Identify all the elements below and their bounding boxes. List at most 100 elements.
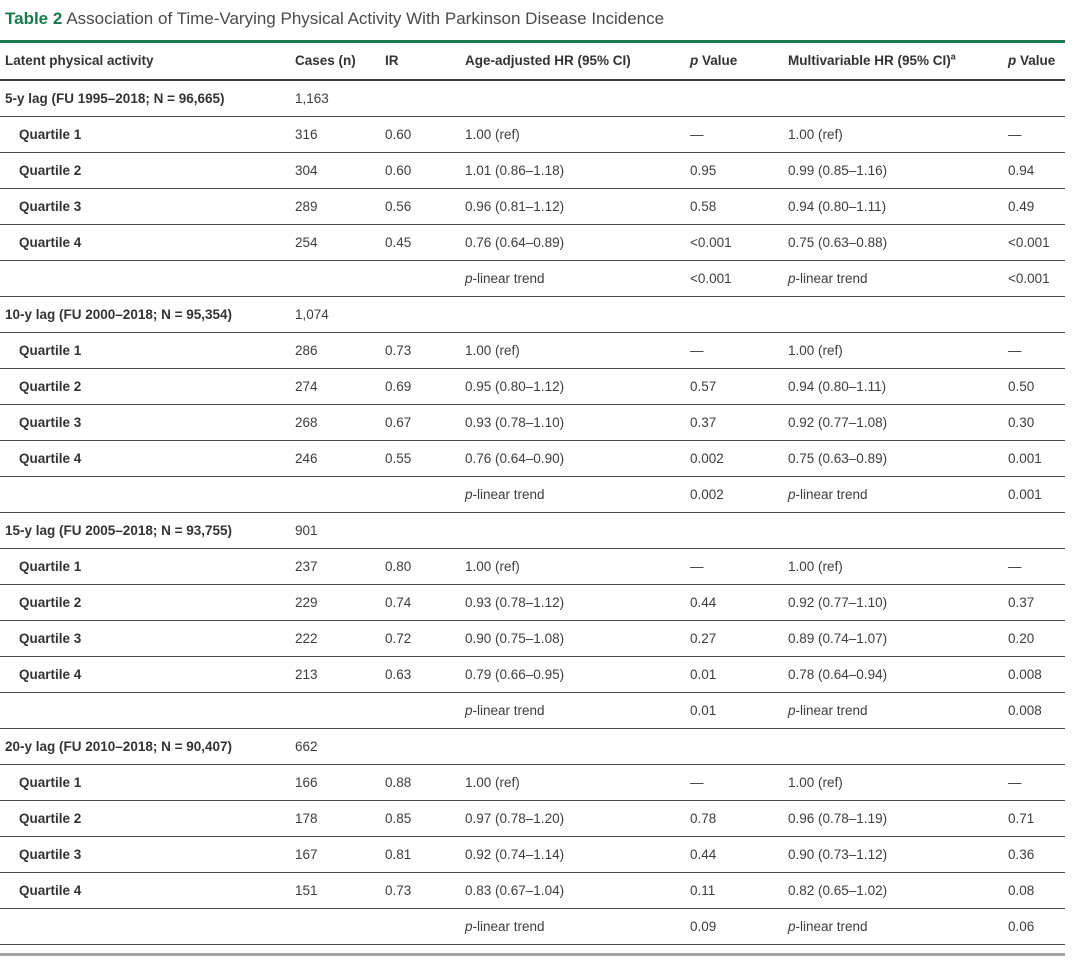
cases-value: 246 — [295, 440, 385, 477]
ir-value: 0.60 — [385, 152, 465, 189]
age-adjusted-hr-value: 0.76 (0.64–0.90) — [465, 440, 690, 477]
p-value-multivariable: 0.50 — [1008, 368, 1065, 405]
section-header-row: 10-y lag (FU 2000–2018; N = 95,354) 1,074 — [0, 296, 1065, 333]
cases-value: 222 — [295, 620, 385, 657]
p-value-age: 0.95 — [690, 152, 788, 189]
empty-cell — [1008, 512, 1065, 549]
empty-cell — [788, 80, 1008, 117]
multivariable-hr-value: 1.00 (ref) — [788, 116, 1008, 153]
empty-cell — [1008, 728, 1065, 765]
age-adjusted-hr-value: 1.00 (ref) — [465, 764, 690, 801]
trend-label-multivariable: p-linear trend — [788, 692, 1008, 729]
age-adjusted-hr-value: 0.97 (0.78–1.20) — [465, 800, 690, 837]
p-value-age: 0.78 — [690, 800, 788, 837]
empty-cell — [0, 908, 295, 945]
trend-p-value-age: 0.01 — [690, 692, 788, 729]
multivariable-hr-value: 0.75 (0.63–0.89) — [788, 440, 1008, 477]
quartile-label: Quartile 2 — [0, 152, 295, 189]
section-label: 20-y lag (FU 2010–2018; N = 90,407) — [0, 728, 295, 765]
empty-cell — [1008, 80, 1065, 117]
trend-p-value-multivariable: 0.001 — [1008, 476, 1065, 513]
empty-cell — [465, 296, 690, 333]
empty-cell — [385, 296, 465, 333]
col-header-p-value-age: p Value — [690, 41, 788, 81]
p-value-age: — — [690, 764, 788, 801]
section-cases-value: 1,074 — [295, 296, 385, 333]
multivariable-hr-value: 1.00 (ref) — [788, 764, 1008, 801]
age-adjusted-hr-value: 0.93 (0.78–1.10) — [465, 404, 690, 441]
ir-value: 0.73 — [385, 872, 465, 909]
ir-value: 0.60 — [385, 116, 465, 153]
section-header-row: 15-y lag (FU 2005–2018; N = 93,755) 901 — [0, 512, 1065, 549]
trend-p-value-age: <0.001 — [690, 260, 788, 297]
age-adjusted-hr-value: 1.01 (0.86–1.18) — [465, 152, 690, 189]
empty-cell — [385, 728, 465, 765]
quartile-row: Quartile 1 166 0.88 1.00 (ref) —1.00 (ref) — — [0, 764, 1065, 801]
section-cases-value: 1,163 — [295, 80, 385, 117]
age-adjusted-hr-value: 0.83 (0.67–1.04) — [465, 872, 690, 909]
trend-label-text: -linear trend — [472, 487, 545, 502]
ir-value: 0.80 — [385, 548, 465, 585]
ir-value: 0.72 — [385, 620, 465, 657]
trend-p-value-multivariable: 0.008 — [1008, 692, 1065, 729]
ir-value: 0.55 — [385, 440, 465, 477]
empty-cell — [385, 80, 465, 117]
multivariable-hr-value: 0.78 (0.64–0.94) — [788, 656, 1008, 693]
footnote-marker: a — [950, 51, 956, 62]
trend-label-text: -linear trend — [795, 271, 868, 286]
quartile-row: Quartile 2 304 0.60 1.01 (0.86–1.18) 0.95 0.9… — [0, 152, 1065, 189]
p-value-age: 0.44 — [690, 836, 788, 873]
cases-value: 151 — [295, 872, 385, 909]
p-italic: p — [1008, 53, 1017, 68]
trend-row: p-linear trend <0.001 p-linear trend <0.001 — [0, 260, 1065, 297]
quartile-label: Quartile 3 — [0, 620, 295, 657]
quartile-row: Quartile 3 268 0.67 0.93 (0.78–1.10) 0.37 0.9… — [0, 404, 1065, 441]
empty-cell — [690, 728, 788, 765]
empty-cell — [788, 512, 1008, 549]
empty-cell — [295, 908, 385, 945]
trend-row: p-linear trend 0.002 p-linear trend 0.001 — [0, 476, 1065, 513]
p-value-age: 0.57 — [690, 368, 788, 405]
cases-value: 316 — [295, 116, 385, 153]
trend-p-value-multivariable: 0.06 — [1008, 908, 1065, 945]
multivariable-hr-value: 0.92 (0.77–1.08) — [788, 404, 1008, 441]
p-italic: p — [465, 919, 473, 934]
p-italic: p — [465, 703, 473, 718]
multivariable-hr-value: 0.89 (0.74–1.07) — [788, 620, 1008, 657]
col-header-multivariable-hr: Multivariable HR (95% CI)a — [788, 41, 1008, 81]
trend-label-multivariable: p-linear trend — [788, 260, 1008, 297]
ir-value: 0.63 — [385, 656, 465, 693]
trend-row: p-linear trend 0.09 p-linear trend 0.06 — [0, 908, 1065, 945]
p-value-age: — — [690, 332, 788, 369]
trend-label-text: -linear trend — [472, 919, 545, 934]
col-header-cases: Cases (n) — [295, 41, 385, 81]
p-value-multivariable: 0.49 — [1008, 188, 1065, 225]
age-adjusted-hr-value: 0.93 (0.78–1.12) — [465, 584, 690, 621]
cases-value: 178 — [295, 800, 385, 837]
p-value-multivariable: 0.94 — [1008, 152, 1065, 189]
ir-value: 0.56 — [385, 188, 465, 225]
quartile-label: Quartile 2 — [0, 800, 295, 837]
quartile-label: Quartile 3 — [0, 836, 295, 873]
multivariable-hr-value: 0.94 (0.80–1.11) — [788, 188, 1008, 225]
p-italic: p — [465, 487, 473, 502]
section-label: 10-y lag (FU 2000–2018; N = 95,354) — [0, 296, 295, 333]
quartile-row: Quartile 4 246 0.55 0.76 (0.64–0.90) 0.002 0.… — [0, 440, 1065, 477]
quartile-label: Quartile 2 — [0, 368, 295, 405]
header-row: Latent physical activity Cases (n) IR Ag… — [0, 41, 1065, 81]
empty-cell — [385, 692, 465, 729]
age-adjusted-hr-value: 1.00 (ref) — [465, 332, 690, 369]
multivariable-hr-value: 0.90 (0.73–1.12) — [788, 836, 1008, 873]
p-value-age: 0.11 — [690, 872, 788, 909]
p-value-multivariable: 0.08 — [1008, 872, 1065, 909]
age-adjusted-hr-value: 0.96 (0.81–1.12) — [465, 188, 690, 225]
ir-value: 0.69 — [385, 368, 465, 405]
cases-value: 166 — [295, 764, 385, 801]
cases-value: 286 — [295, 332, 385, 369]
cases-value: 254 — [295, 224, 385, 261]
p-italic: p — [788, 487, 796, 502]
p-value-multivariable: — — [1008, 116, 1065, 153]
trend-label-text: -linear trend — [795, 487, 868, 502]
trend-label-age: p-linear trend — [465, 476, 690, 513]
quartile-row: Quartile 2 274 0.69 0.95 (0.80–1.12) 0.57 0.9… — [0, 368, 1065, 405]
